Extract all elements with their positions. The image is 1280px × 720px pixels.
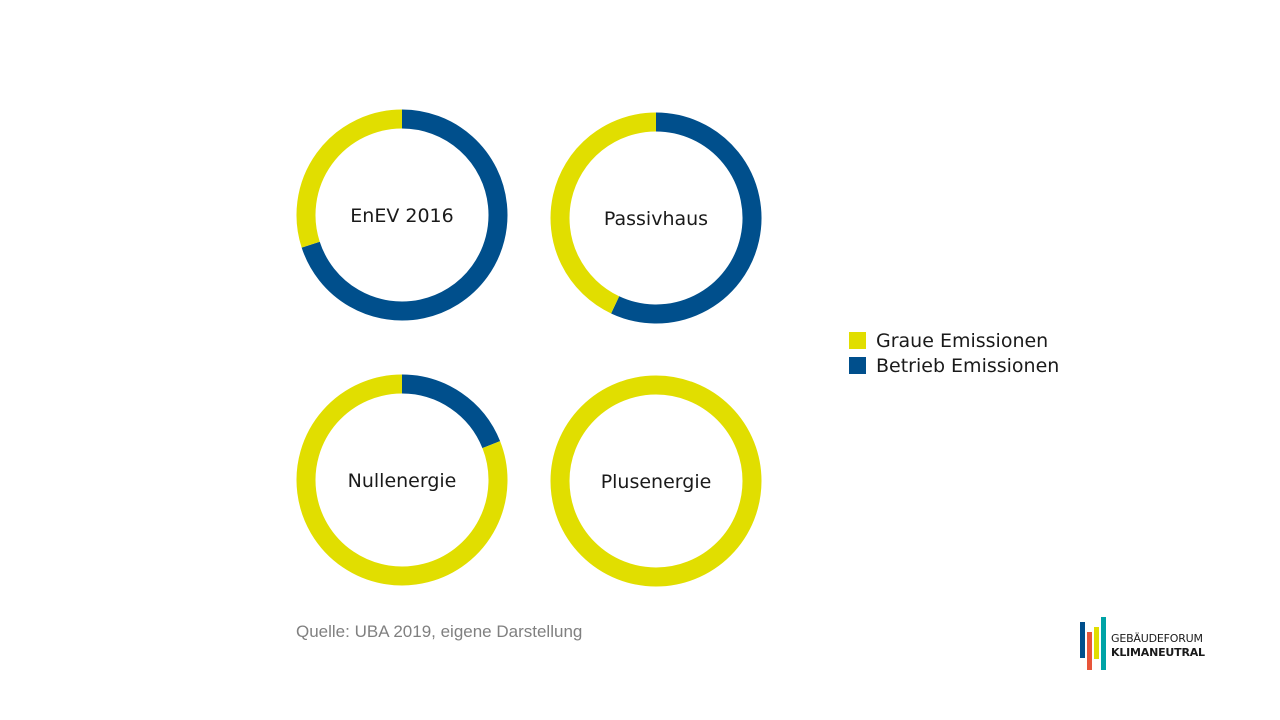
donut-plusenergie: Plusenergie (550, 375, 762, 587)
logo-bar-4 (1101, 617, 1106, 670)
source-note: Quelle: UBA 2019, eigene Darstellung (296, 622, 583, 641)
slice-graue-plusenergie (550, 375, 762, 587)
logo-text-line2: KLIMANEUTRAL (1111, 646, 1205, 659)
slice-graue-enev-2016 (296, 109, 403, 248)
donut-label-plusenergie: Plusenergie (601, 471, 712, 493)
donut-label-enev-2016: EnEV 2016 (350, 205, 453, 227)
legend-label-betrieb: Betrieb Emissionen (876, 354, 1060, 377)
legend-item-graue: Graue Emissionen (849, 328, 1059, 353)
slice-graue-nullenergie (296, 374, 508, 586)
slice-betrieb-nullenergie (401, 374, 501, 449)
legend-swatch-betrieb (849, 357, 866, 374)
slice-graue-passivhaus (550, 112, 657, 314)
donut-nullenergie: Nullenergie (296, 374, 508, 586)
donut-enev-2016: EnEV 2016 (296, 109, 508, 321)
donut-label-passivhaus: Passivhaus (604, 208, 708, 230)
logo-bar-2 (1087, 632, 1092, 670)
logo: GEBÄUDEFORUM KLIMANEUTRAL (1080, 616, 1220, 672)
slice-betrieb-passivhaus (611, 112, 762, 324)
logo-text-line1: GEBÄUDEFORUM (1111, 632, 1203, 645)
legend-item-betrieb: Betrieb Emissionen (849, 353, 1059, 378)
donut-label-nullenergie: Nullenergie (348, 470, 457, 492)
logo-bar-3 (1094, 627, 1099, 659)
slice-betrieb-enev-2016 (301, 109, 508, 321)
legend: Graue Emissionen Betrieb Emissionen (849, 328, 1059, 378)
legend-swatch-graue (849, 332, 866, 349)
donut-passivhaus: Passivhaus (550, 112, 762, 324)
logo-bar-1 (1080, 622, 1085, 658)
legend-label-graue: Graue Emissionen (876, 329, 1049, 352)
